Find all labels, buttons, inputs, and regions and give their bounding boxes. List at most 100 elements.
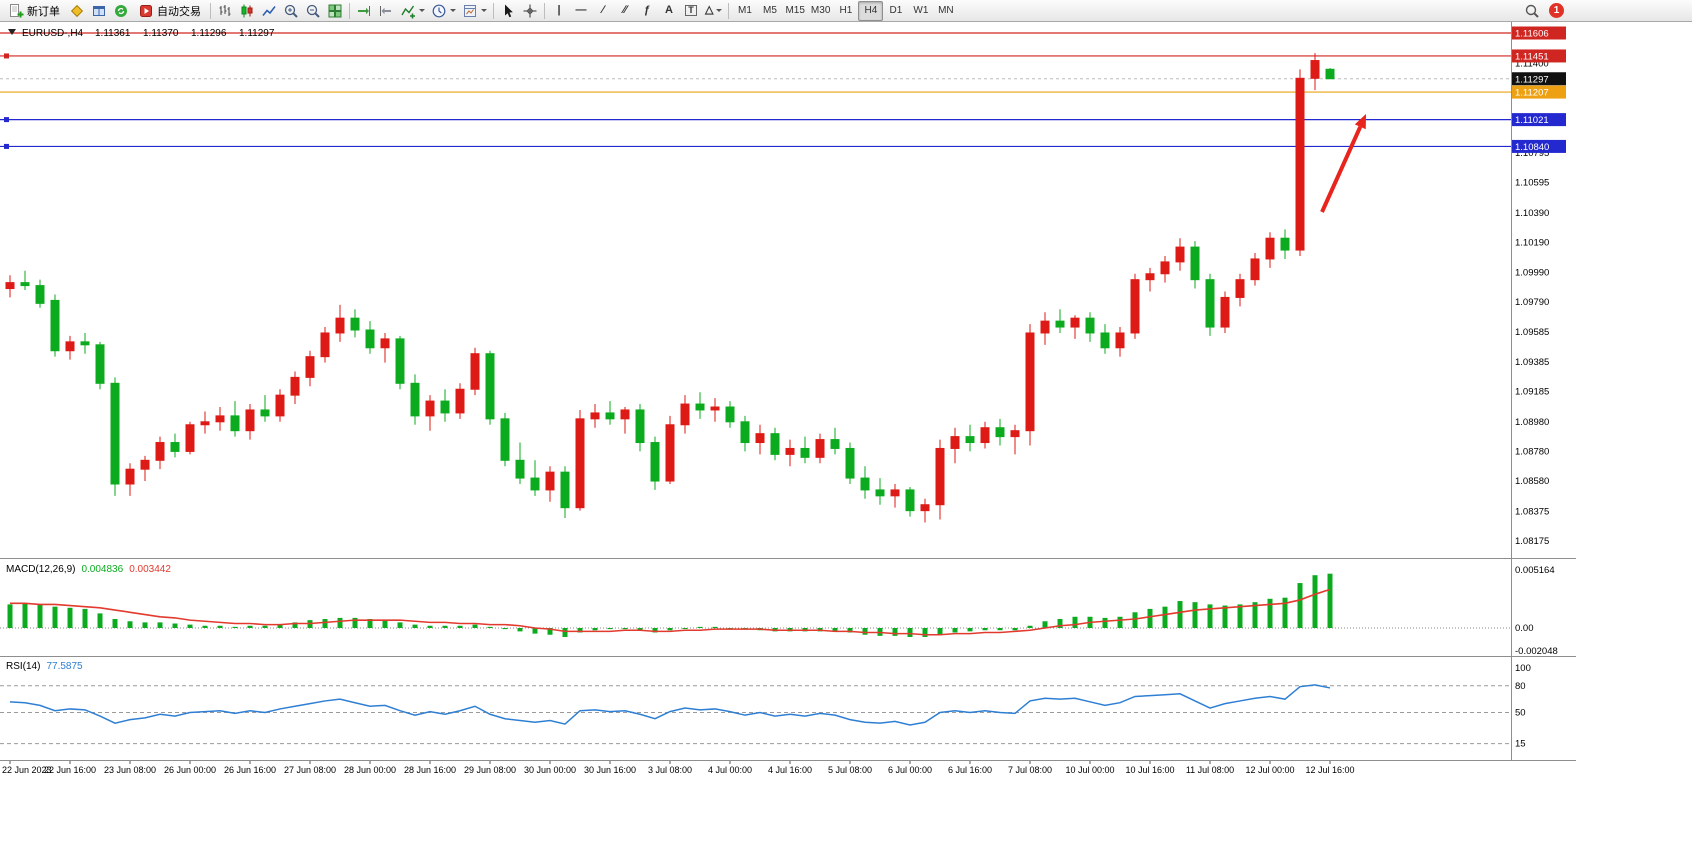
metaeditor-button[interactable]	[66, 1, 88, 21]
horizontal-line-1.10840[interactable]	[0, 143, 1511, 149]
text-tool-button[interactable]: A	[658, 1, 680, 21]
svg-text:23 Jun 08:00: 23 Jun 08:00	[104, 765, 156, 775]
chart-shift-button[interactable]	[375, 1, 397, 21]
toolbar-separator	[349, 2, 350, 19]
svg-text:0.005164: 0.005164	[1515, 565, 1555, 576]
timeframe-M1[interactable]: M1	[732, 1, 757, 21]
timeframe-H1[interactable]: H1	[833, 1, 858, 21]
crosshair-button[interactable]	[519, 1, 541, 21]
horizontal-line-1.11451[interactable]	[0, 53, 1511, 59]
horizontal-line-tool-button[interactable]: —	[570, 1, 592, 21]
timeframe-H4[interactable]: H4	[858, 0, 884, 21]
refresh-icon	[115, 4, 127, 17]
indicators-button[interactable]	[397, 1, 428, 21]
fibonacci-tool-button[interactable]: ƒ	[636, 1, 658, 21]
svg-text:1.09585: 1.09585	[1515, 327, 1549, 338]
text-label-tool-button[interactable]: T	[680, 1, 702, 21]
svg-text:12 Jul 00:00: 12 Jul 00:00	[1245, 765, 1294, 775]
price-tag-1.11606: 1.11606	[1512, 26, 1566, 40]
timeframe-D1[interactable]: D1	[883, 1, 908, 21]
text-icon: A	[665, 4, 673, 16]
autotrading-button[interactable]: 自动交易	[132, 1, 207, 21]
line-chart-button[interactable]	[258, 1, 280, 21]
cursor-icon	[505, 4, 513, 17]
chart-canvas[interactable]: 1.11400 1.10795 1.10595 1.10390 1.10190 1.099…	[0, 22, 1692, 847]
svg-text:5 Jul 08:00: 5 Jul 08:00	[828, 765, 872, 775]
svg-text:30 Jun 16:00: 30 Jun 16:00	[584, 765, 636, 775]
svg-text:10 Jul 00:00: 10 Jul 00:00	[1065, 765, 1114, 775]
price-axis: 1.11400 1.10795 1.10595 1.10390 1.10190 1.099…	[1515, 59, 1549, 547]
zoom-in-button[interactable]	[280, 1, 302, 21]
horizontal-line-1.11021[interactable]	[0, 117, 1511, 123]
candles	[5, 53, 1335, 523]
channel-icon: ∕∕	[623, 4, 627, 16]
metaeditor-icon	[70, 4, 84, 17]
svg-text:1.10390: 1.10390	[1515, 208, 1549, 219]
vertical-line-icon: |	[557, 4, 561, 16]
zoom-out-icon	[306, 4, 320, 18]
shapes-tool-button[interactable]: △	[702, 1, 725, 21]
svg-text:1.09790: 1.09790	[1515, 297, 1549, 308]
vertical-line-tool-button[interactable]: |	[548, 1, 570, 21]
trend-arrow[interactable]	[1320, 114, 1366, 213]
rsi-panel: 100 80 50 15 RSI(14) 77.5875	[0, 661, 1531, 750]
cursor-button[interactable]	[497, 1, 519, 21]
svg-text:1.08375: 1.08375	[1515, 506, 1549, 517]
periods-clock-icon	[432, 4, 446, 17]
svg-text:1.11400: 1.11400	[1515, 59, 1549, 70]
periods-button[interactable]	[428, 1, 459, 21]
svg-text:1.11451: 1.11451	[1515, 51, 1549, 62]
timeframe-W1[interactable]: W1	[908, 1, 933, 21]
shapes-icon: △	[705, 4, 714, 16]
price-tag-1.11207: 1.11207	[1512, 85, 1566, 99]
toolbar-right-group: 1	[1521, 1, 1564, 21]
search-icon	[1525, 4, 1539, 18]
channel-tool-button[interactable]: ∕∕	[614, 1, 636, 21]
templates-button[interactable]	[459, 1, 490, 21]
svg-text:1.08980: 1.08980	[1515, 417, 1549, 428]
svg-text:29 Jun 08:00: 29 Jun 08:00	[464, 765, 516, 775]
svg-text:4 Jul 00:00: 4 Jul 00:00	[708, 765, 752, 775]
svg-text:1.08175: 1.08175	[1515, 536, 1549, 547]
timeframe-M30[interactable]: M30	[808, 1, 833, 21]
bid-price-tag: 1.11297	[1512, 72, 1566, 86]
toolbar-separator	[544, 2, 545, 19]
crosshair-icon	[523, 4, 537, 17]
svg-text:6 Jul 16:00: 6 Jul 16:00	[948, 765, 992, 775]
search-button[interactable]	[1521, 1, 1543, 21]
text-label-icon: T	[685, 5, 697, 16]
svg-text:1.09385: 1.09385	[1515, 357, 1549, 368]
svg-text:15: 15	[1515, 739, 1526, 750]
price-tag-1.11021: 1.11021	[1512, 113, 1566, 127]
refresh-button[interactable]	[110, 1, 132, 21]
svg-text:26 Jun 00:00: 26 Jun 00:00	[164, 765, 216, 775]
toolbar-separator	[210, 2, 211, 19]
zoom-in-icon	[284, 4, 298, 18]
svg-text:1.09185: 1.09185	[1515, 386, 1549, 397]
trendline-tool-button[interactable]: ∕	[592, 1, 614, 21]
chart-shift-icon	[380, 5, 391, 16]
timeframe-M15[interactable]: M15	[782, 1, 807, 21]
auto-scroll-icon	[358, 5, 370, 16]
profiles-button[interactable]	[88, 1, 110, 21]
svg-text:22 Jun 2023: 22 Jun 2023	[2, 765, 52, 775]
zoom-out-button[interactable]	[302, 1, 324, 21]
svg-text:1.08780: 1.08780	[1515, 446, 1549, 457]
notification-badge[interactable]: 1	[1549, 3, 1564, 18]
timeframe-M5[interactable]: M5	[757, 1, 782, 21]
svg-text:100: 100	[1515, 663, 1531, 674]
svg-text:1.11207: 1.11207	[1515, 88, 1549, 99]
svg-text:1.11021: 1.11021	[1515, 115, 1549, 126]
autotrading-label: 自动交易	[157, 5, 201, 18]
tile-windows-button[interactable]	[324, 1, 346, 21]
svg-text:3 Jul 08:00: 3 Jul 08:00	[648, 765, 692, 775]
symbol-marker-icon	[8, 29, 16, 35]
new-order-button[interactable]: 新订单	[2, 1, 66, 21]
auto-scroll-button[interactable]	[353, 1, 375, 21]
bar-chart-button[interactable]	[214, 1, 236, 21]
timeframe-MN[interactable]: MN	[933, 1, 958, 21]
candlestick-chart-button[interactable]	[236, 1, 258, 21]
svg-text:50: 50	[1515, 708, 1526, 719]
svg-text:1.09990: 1.09990	[1515, 267, 1549, 278]
svg-text:28 Jun 00:00: 28 Jun 00:00	[344, 765, 396, 775]
